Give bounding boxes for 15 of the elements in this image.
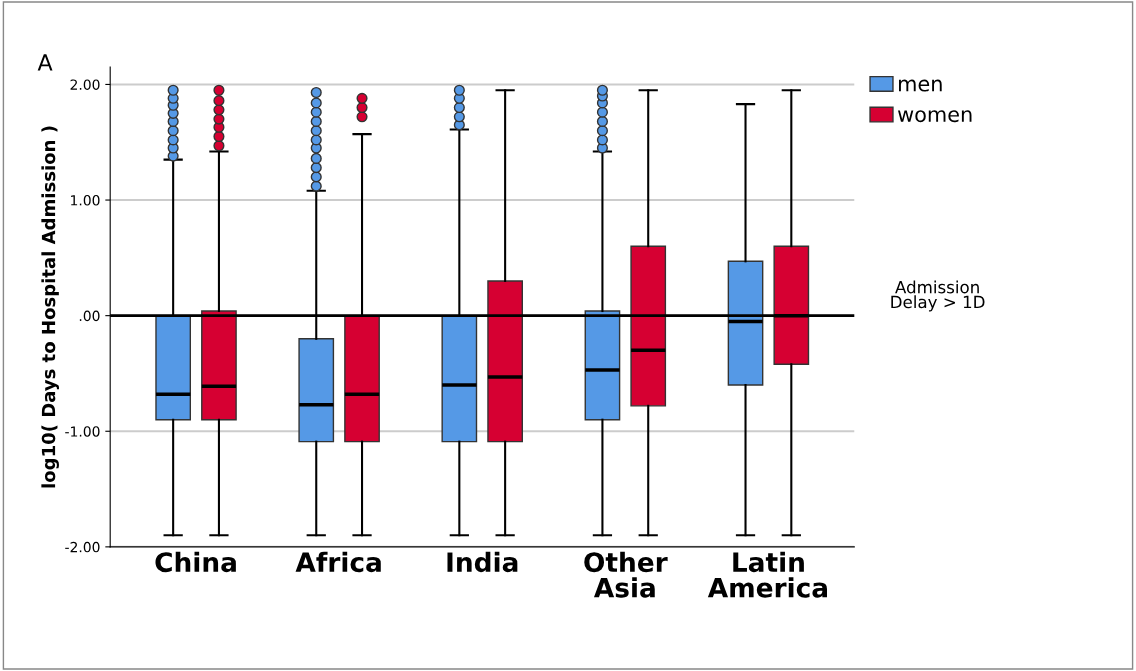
x-tick-label: Latin America <box>707 551 828 598</box>
y-tick-label: -1.00 <box>65 426 100 437</box>
legend-label: women <box>898 110 972 123</box>
x-tick-label: Africa <box>295 551 381 573</box>
y-tick-label: -2.00 <box>65 541 100 553</box>
ref-line-label: Admission Delay > 1D <box>891 280 985 312</box>
y-tick-label: 2.00 <box>70 79 100 90</box>
y-tick-label: 1.00 <box>71 195 100 206</box>
x-tick-label: China <box>155 551 236 573</box>
y-axis-title: log10( Days to Hospital Admission ) <box>41 126 59 488</box>
x-tick-label: Other Asia <box>584 551 668 598</box>
chart-title: A <box>37 54 53 71</box>
y-tick-label: .00 <box>79 310 100 322</box>
x-tick-label: India <box>447 551 518 573</box>
legend-label: men <box>899 79 942 92</box>
